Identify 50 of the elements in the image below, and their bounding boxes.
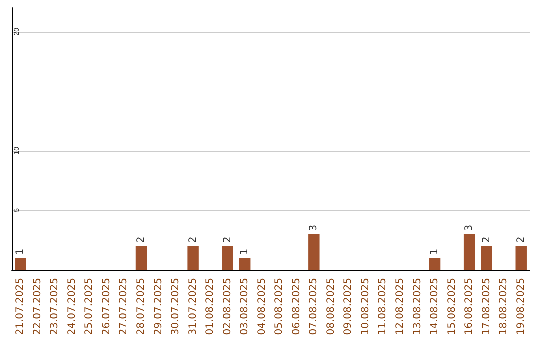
- x-tick-label: 23.07.2025: [50, 278, 61, 336]
- x-tick-label: 25.07.2025: [84, 278, 96, 336]
- x-tick-label: 21.07.2025: [15, 278, 26, 336]
- x-tick-label: 31.07.2025: [188, 278, 199, 336]
- x-tick-label: 09.08.2025: [343, 278, 354, 336]
- x-tick-label: 17.08.2025: [481, 278, 492, 336]
- x-tick-label: 06.08.2025: [291, 278, 302, 336]
- x-tick-label: 26.07.2025: [101, 278, 112, 336]
- bar: [308, 234, 320, 270]
- x-tick-label: 04.08.2025: [256, 278, 268, 336]
- x-tick-label: 22.07.2025: [32, 278, 44, 336]
- bar: [15, 258, 26, 270]
- bar: [516, 246, 527, 270]
- data-label: 3: [464, 224, 476, 232]
- bar: [239, 258, 251, 270]
- x-tick-label: 08.08.2025: [326, 278, 337, 336]
- data-label: 1: [15, 248, 26, 256]
- x-tick-label: 03.08.2025: [240, 278, 251, 336]
- data-label: 1: [240, 248, 251, 256]
- x-tick-label: 14.08.2025: [430, 278, 441, 336]
- x-tick-label: 29.07.2025: [153, 278, 164, 336]
- bar: [188, 246, 199, 270]
- data-label: 2: [222, 236, 234, 244]
- x-tick-label: 27.07.2025: [118, 278, 130, 336]
- data-label: 3: [308, 224, 320, 232]
- data-label: 1: [430, 248, 441, 256]
- x-tick-label: 10.08.2025: [360, 278, 372, 336]
- x-tick-label: 07.08.2025: [308, 278, 320, 336]
- data-label: 2: [136, 236, 147, 244]
- x-tick-label: 30.07.2025: [170, 278, 182, 336]
- x-tick-label: 18.08.2025: [498, 278, 510, 336]
- data-label: 2: [516, 236, 527, 244]
- bar: [136, 246, 148, 270]
- x-tick-label: 01.08.2025: [205, 278, 216, 336]
- x-tick-label: 15.08.2025: [446, 278, 458, 336]
- x-tick-label: 28.07.2025: [136, 278, 147, 336]
- x-tick-label: 05.08.2025: [274, 278, 286, 336]
- data-label: 2: [188, 236, 199, 244]
- bar: [481, 246, 492, 270]
- x-tick-label: 19.08.2025: [516, 278, 527, 336]
- bar: [464, 234, 476, 270]
- x-tick-label: 24.07.2025: [66, 278, 78, 336]
- x-tick-label: 16.08.2025: [464, 278, 476, 336]
- data-label: 2: [481, 236, 492, 244]
- bar: [222, 246, 234, 270]
- bar: [429, 258, 441, 270]
- x-tick-label: 12.08.2025: [395, 278, 406, 336]
- x-tick-label: 02.08.2025: [222, 278, 234, 336]
- x-tick-label: 11.08.2025: [378, 278, 389, 336]
- x-tick-label: 13.08.2025: [412, 278, 424, 336]
